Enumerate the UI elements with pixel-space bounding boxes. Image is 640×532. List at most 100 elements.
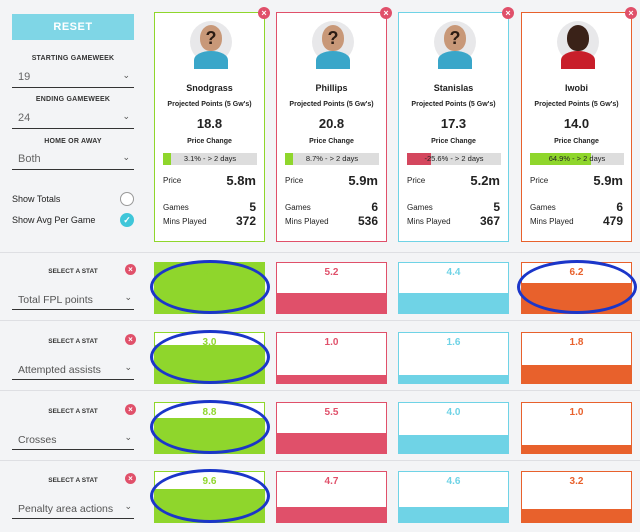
price-value: 5.2m [470, 173, 500, 188]
price-change-fill [407, 153, 432, 165]
show-totals-label: Show Totals [12, 194, 61, 204]
price-change-fill [163, 153, 171, 165]
stat-bar-fill [399, 293, 508, 313]
player-name: Iwobi [565, 83, 588, 93]
remove-player-icon[interactable]: × [502, 7, 514, 19]
stat-value: 1.0 [569, 407, 584, 418]
home-away-value: Both [18, 152, 41, 165]
stat-value: 5.2 [324, 267, 339, 278]
player-card: × ? Stanislas Projected Points (5 Gw's) … [398, 7, 514, 242]
check-icon[interactable]: ✓ [120, 213, 134, 227]
show-totals-radio[interactable] [120, 192, 134, 206]
remove-player-icon[interactable]: × [625, 7, 637, 19]
stat-value: 5.5 [324, 407, 339, 418]
stat-select-value[interactable]: Crosses [12, 430, 134, 450]
chevron-down-icon: ⌄ [124, 362, 132, 372]
stat-bar-fill [399, 507, 508, 522]
games-label: Games [530, 203, 556, 212]
annotation-circle [150, 330, 270, 384]
annotation-circle [150, 469, 270, 523]
remove-player-icon[interactable]: × [380, 7, 392, 19]
price-change-bar: 64.9% - > 2 days [530, 153, 624, 165]
section-divider [0, 320, 640, 321]
remove-player-icon[interactable]: × [258, 7, 270, 19]
remove-stat-icon[interactable]: × [125, 473, 136, 484]
price-change-bar: 8.7% - > 2 days [285, 153, 379, 165]
home-away-select[interactable]: Both ⌄ [12, 148, 134, 170]
mins-played-value: 372 [235, 214, 256, 228]
stat-value-box: 3.2 [521, 471, 632, 523]
projected-points-label: Projected Points (5 Gw's) [534, 101, 619, 108]
games-value: 6 [371, 200, 378, 214]
remove-stat-icon[interactable]: × [125, 404, 136, 415]
stat-value-box: 1.0 [521, 402, 632, 454]
projected-points-value: 17.3 [440, 116, 467, 131]
chevron-down-icon: ⌄ [124, 432, 132, 442]
mins-played-value: 536 [357, 214, 378, 228]
stat-bar-fill [277, 507, 386, 522]
section-divider [0, 252, 640, 253]
starting-gameweek-value: 19 [18, 70, 31, 83]
remove-stat-icon[interactable]: × [125, 264, 136, 275]
reset-button[interactable]: RESET [12, 14, 134, 40]
games-value: 5 [249, 200, 256, 214]
chevron-down-icon: ⌄ [124, 292, 132, 302]
mins-played-label: Mins Played [285, 217, 329, 226]
ending-gameweek-value: 24 [18, 111, 31, 124]
stat-value: 4.7 [324, 476, 339, 487]
starting-gameweek-select[interactable]: 19 ⌄ [12, 66, 134, 88]
price-value: 5.9m [348, 173, 378, 188]
stat-bar-fill [399, 375, 508, 383]
player-card: × Iwobi Projected Points (5 Gw's) 14.0 P… [521, 7, 637, 242]
show-avg-toggle[interactable]: Show Avg Per Game ✓ [12, 213, 134, 227]
player-card: × ? Snodgrass Projected Points (5 Gw's) … [154, 7, 270, 242]
price-change-bar: 3.1% - > 2 days [163, 153, 257, 165]
price-change-fill [530, 153, 591, 165]
select-stat-label: SELECT A STAT [48, 477, 98, 484]
show-avg-label: Show Avg Per Game [12, 215, 96, 225]
player-avatar: ? [312, 21, 354, 69]
projected-points-value: 18.8 [196, 116, 223, 131]
projected-points-label: Projected Points (5 Gw's) [167, 101, 252, 108]
question-mark-icon: ? [444, 25, 466, 51]
section-divider [0, 460, 640, 461]
ending-gameweek-label: ENDING GAMEWEEK [35, 96, 111, 103]
player-avatar: ? [190, 21, 232, 69]
mins-played-value: 479 [602, 214, 623, 228]
price-change-text: 8.7% - > 2 days [305, 154, 359, 163]
section-divider [0, 390, 640, 391]
price-label: Price [285, 176, 304, 185]
stat-select-value[interactable]: Penalty area actions [12, 499, 134, 519]
price-change-fill [285, 153, 294, 165]
stat-value-box: 4.4 [398, 262, 509, 314]
projected-points-label: Projected Points (5 Gw's) [289, 101, 374, 108]
remove-stat-icon[interactable]: × [125, 334, 136, 345]
stat-value: 4.4 [446, 267, 461, 278]
show-totals-toggle[interactable]: Show Totals [12, 192, 134, 206]
avatar-shirt [316, 51, 350, 69]
chevron-down-icon: ⌄ [122, 152, 130, 162]
player-avatar [557, 21, 599, 69]
select-stat-label: SELECT A STAT [48, 408, 98, 415]
stat-bar-fill [522, 365, 631, 383]
stat-value-box: 1.8 [521, 332, 632, 384]
player-face-icon [567, 25, 589, 51]
stat-bar-fill [522, 509, 631, 522]
stat-value-box: 5.2 [276, 262, 387, 314]
ending-gameweek-select[interactable]: 24 ⌄ [12, 107, 134, 129]
chevron-down-icon: ⌄ [124, 501, 132, 511]
stat-bar-fill [277, 433, 386, 453]
stat-select-value[interactable]: Total FPL points [12, 290, 134, 310]
stat-value-box: 4.6 [398, 471, 509, 523]
select-stat-label: SELECT A STAT [48, 338, 98, 345]
price-value: 5.8m [226, 173, 256, 188]
price-change-label: Price Change [431, 138, 476, 145]
stat-bar-fill [399, 435, 508, 453]
question-mark-icon: ? [322, 25, 344, 51]
player-card: × ? Phillips Projected Points (5 Gw's) 2… [276, 7, 392, 242]
annotation-circle [150, 400, 270, 454]
stat-select-value[interactable]: Attempted assists [12, 360, 134, 380]
stat-value: 1.8 [569, 337, 584, 348]
games-label: Games [163, 203, 189, 212]
mins-played-value: 367 [479, 214, 500, 228]
